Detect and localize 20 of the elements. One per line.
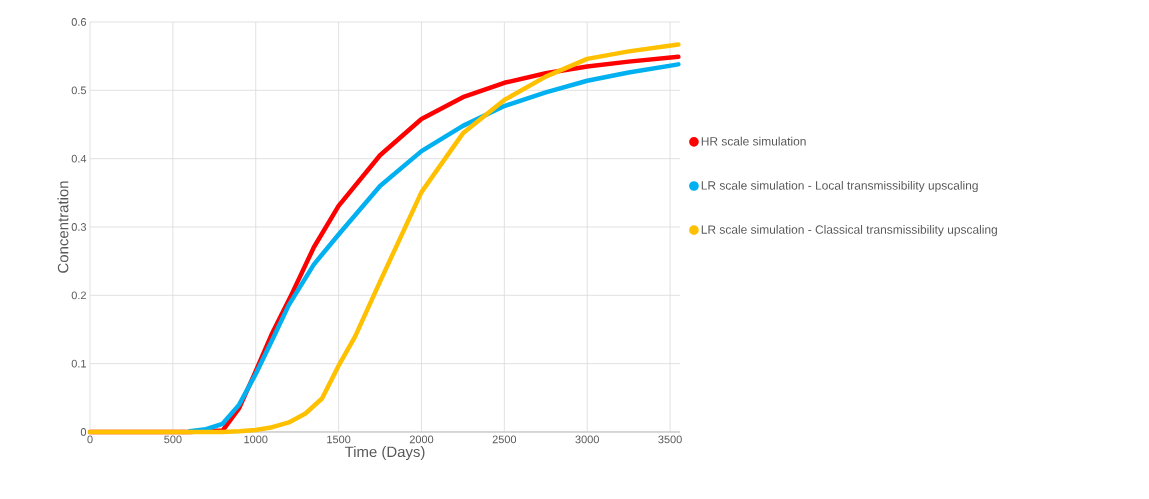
x-tick-label: 500 xyxy=(164,435,182,444)
y-tick-label: 0.4 xyxy=(71,154,87,163)
x-tick-label: 1500 xyxy=(327,435,351,444)
y-tick-label: 0.6 xyxy=(71,18,87,26)
x-tick-label: 0 xyxy=(87,435,93,444)
y-tick-label: 0.2 xyxy=(71,291,86,300)
y-axis-title: Concentration xyxy=(57,181,69,273)
y-tick-label: 0.1 xyxy=(71,359,86,368)
y-tick-label: 0.3 xyxy=(71,223,87,231)
legend-label: HR scale simulation xyxy=(701,136,806,146)
x-tick-label: 3000 xyxy=(575,435,599,444)
x-tick-label: 1000 xyxy=(244,435,268,444)
y-tick-label: 0 xyxy=(80,428,87,436)
x-tick-label: 3500 xyxy=(658,435,682,444)
y-tick-label: 0.5 xyxy=(71,86,87,95)
x-tick-label: 2000 xyxy=(409,435,434,444)
legend-label: LR scale simulation - Classical transmissibility upscaling xyxy=(701,225,997,237)
x-tick-label: 2500 xyxy=(492,435,517,444)
legend-label: LR scale simulation - Local transmissibility upscaling xyxy=(701,180,978,193)
x-axis-title: Time (Days) xyxy=(344,446,425,461)
